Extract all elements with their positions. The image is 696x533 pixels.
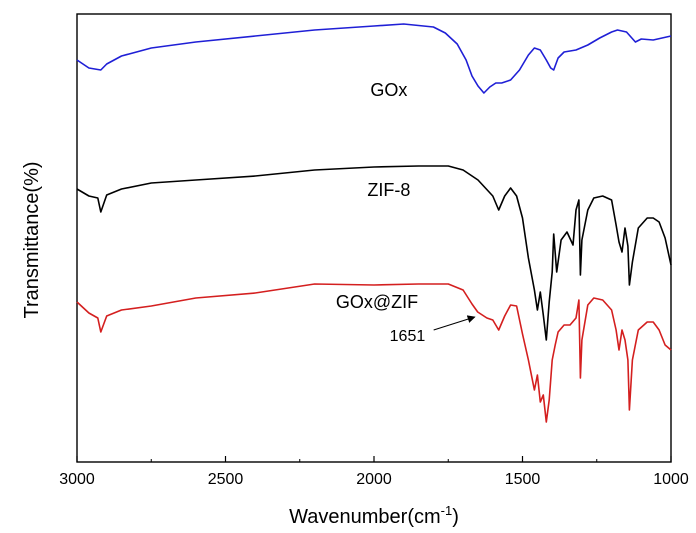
annotation-label-1: 1651 xyxy=(390,328,426,345)
series-line-2 xyxy=(76,165,672,341)
x-tick-label-2500: 2500 xyxy=(208,471,244,488)
x-tick-layer: 3000 2500 2000 1500 1000 xyxy=(59,456,689,488)
annotation-arrow-1 xyxy=(433,315,476,331)
series-label-1: GOx xyxy=(370,80,407,100)
series-layer xyxy=(76,23,672,423)
y-axis-title: Transmittance(%) xyxy=(21,161,43,318)
x-axis-title-sup: -1 xyxy=(441,503,453,518)
series-label-2: ZIF-8 xyxy=(367,180,410,200)
x-tick-label-1000: 1000 xyxy=(653,471,689,488)
series-label-layer: GOx ZIF-8 GOx@ZIF xyxy=(336,80,418,312)
x-axis-title-close: ) xyxy=(452,506,459,528)
annotation-layer: 1651 xyxy=(390,315,476,345)
x-axis-title: Wavenumber(cm-1) xyxy=(289,503,459,528)
series-label-3: GOx@ZIF xyxy=(336,292,418,312)
x-axis-title-main: Wavenumber(cm xyxy=(289,506,441,528)
x-tick-label-3000: 3000 xyxy=(59,471,95,488)
x-tick-label-2000: 2000 xyxy=(356,471,392,488)
series-line-3 xyxy=(76,283,672,423)
series-line-1 xyxy=(76,23,672,94)
x-tick-label-1500: 1500 xyxy=(505,471,541,488)
